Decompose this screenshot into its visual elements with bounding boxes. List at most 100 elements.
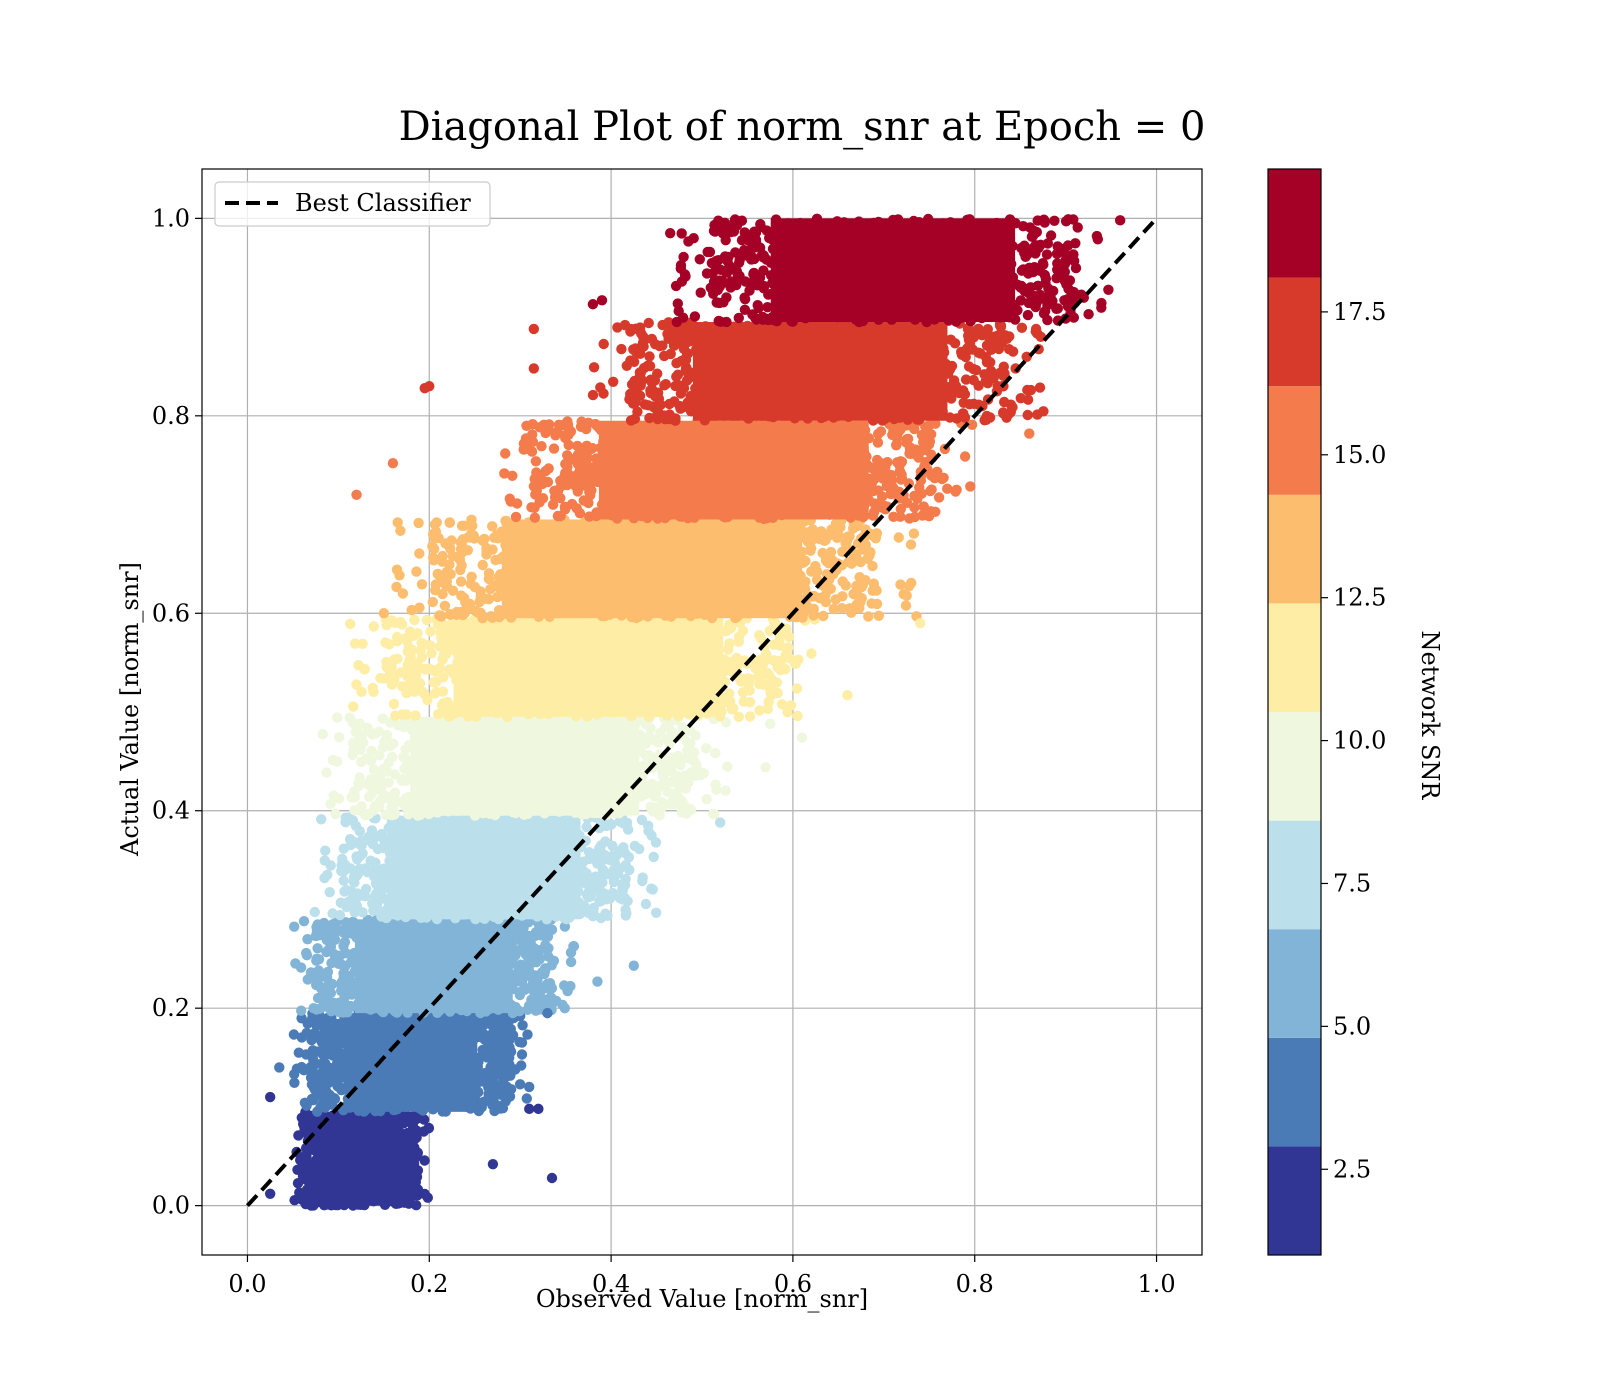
data-point: [477, 535, 488, 546]
data-point: [318, 1085, 329, 1096]
data-point: [426, 664, 438, 676]
data-point: [619, 892, 630, 904]
data-point: [325, 987, 337, 999]
data-point: [607, 851, 618, 862]
data-point: [480, 1067, 491, 1079]
data-point: [312, 1106, 323, 1117]
data-point: [355, 865, 366, 876]
data-point: [377, 713, 388, 724]
data-point: [338, 994, 350, 1005]
data-point: [345, 957, 357, 968]
data-point: [489, 532, 500, 543]
data-point: [785, 700, 797, 711]
data-point: [320, 845, 331, 856]
data-point: [338, 968, 349, 979]
data-point: [565, 947, 577, 958]
data-point: [289, 921, 300, 932]
data-point: [427, 596, 438, 608]
data-point: [521, 1093, 532, 1104]
data-point: [322, 1048, 334, 1060]
data-point: [368, 764, 380, 775]
data-point: [299, 1121, 310, 1133]
data-point: [338, 875, 349, 886]
data-point: [330, 1037, 342, 1048]
data-point: [852, 590, 864, 601]
data-point: [793, 654, 804, 665]
data-point: [301, 1184, 313, 1195]
data-point: [810, 532, 821, 544]
data-point: [293, 1047, 304, 1058]
data-point: [431, 686, 442, 698]
data-point: [296, 1013, 307, 1024]
data-point: [744, 697, 756, 708]
data-point: [332, 712, 343, 723]
data-point: [422, 1192, 433, 1203]
data-point: [408, 630, 419, 641]
data-point: [618, 842, 629, 853]
data-point: [381, 662, 392, 673]
data-point: [901, 590, 912, 601]
data-point: [893, 532, 904, 543]
data-point: [301, 1027, 312, 1039]
data-point: [459, 592, 470, 604]
data-point: [701, 743, 712, 754]
data-point: [411, 566, 422, 577]
data-point: [338, 927, 349, 938]
data-point: [769, 639, 780, 650]
data-point: [637, 872, 648, 883]
data-point: [321, 767, 332, 778]
data-point: [330, 1023, 342, 1034]
data-point: [312, 1152, 323, 1164]
data-point: [419, 1155, 430, 1166]
data-point: [403, 1198, 415, 1209]
data-point: [688, 747, 700, 758]
data-point: [466, 528, 477, 539]
data-point: [516, 1049, 528, 1060]
data-point-cluster: [453, 618, 724, 717]
data-point: [389, 674, 400, 685]
data-point: [378, 763, 390, 774]
data-point: [290, 958, 301, 969]
data-point: [701, 794, 712, 805]
data-point-cluster: [410, 716, 640, 816]
data-point: [905, 539, 917, 550]
data-point: [900, 600, 912, 611]
data-point: [331, 756, 343, 767]
data-point: [400, 775, 412, 786]
data-point: [782, 643, 793, 655]
data-point: [854, 572, 865, 583]
data-point: [720, 785, 731, 796]
data-point: [313, 1030, 324, 1042]
data-point: [579, 900, 590, 912]
data-point: [369, 801, 381, 812]
data-point: [820, 596, 831, 608]
data-point: [322, 869, 333, 880]
data-point: [475, 607, 486, 618]
data-point: [844, 603, 855, 614]
data-point: [306, 1093, 318, 1105]
data-point: [565, 956, 577, 968]
data-point: [344, 712, 355, 723]
data-point: [514, 1079, 526, 1090]
data-point: [444, 517, 455, 528]
data-point: [483, 1045, 494, 1056]
data-point: [329, 1093, 340, 1104]
data-point: [724, 638, 735, 649]
data-point: [298, 1164, 309, 1175]
data-point: [315, 1075, 326, 1086]
data-point: [369, 871, 380, 882]
data-point: [380, 637, 391, 648]
data-point: [776, 699, 788, 710]
data-point: [542, 978, 553, 990]
data-point: [416, 652, 428, 663]
data-point: [821, 555, 832, 567]
data-point: [314, 1003, 326, 1014]
data-point: [494, 1083, 505, 1095]
data-point: [505, 1070, 516, 1081]
data-point: [739, 674, 750, 685]
data-point: [356, 756, 367, 768]
data-point: [311, 1174, 322, 1185]
data-point: [289, 1077, 300, 1089]
data-point: [398, 751, 409, 763]
